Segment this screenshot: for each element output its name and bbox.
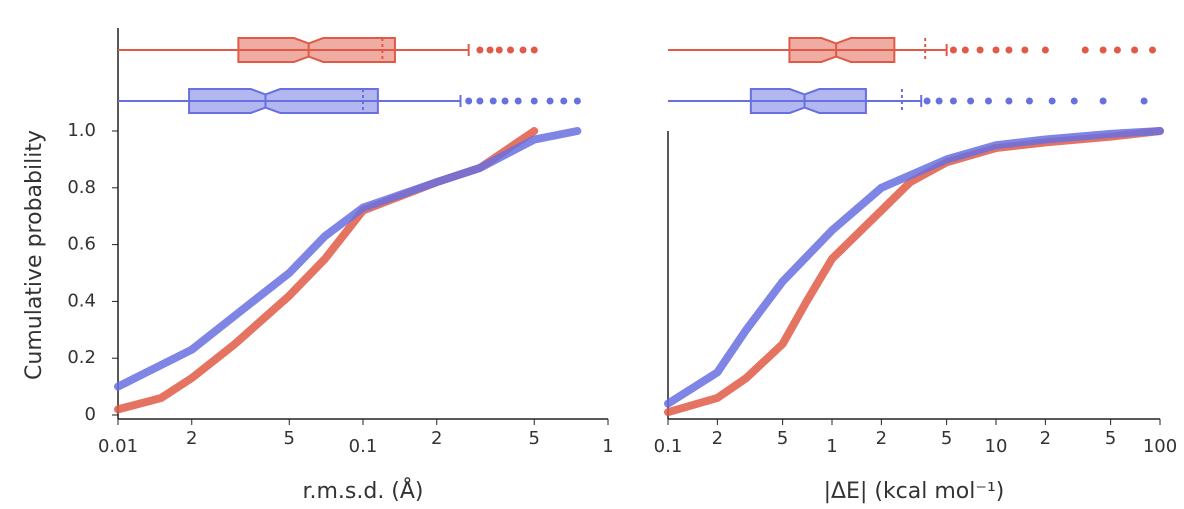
outlier	[1113, 46, 1121, 54]
outlier	[1148, 46, 1156, 54]
y-tick-label: 1.0	[67, 120, 96, 141]
ecdf-line	[664, 127, 1164, 408]
outlier	[1005, 46, 1013, 54]
outlier	[519, 46, 527, 54]
outlier	[486, 46, 494, 54]
y-tick-label: 0	[85, 404, 96, 425]
outlier	[923, 97, 931, 105]
outlier	[560, 97, 568, 105]
box	[749, 88, 867, 114]
outlier	[573, 97, 581, 105]
x-tick-label: 2	[876, 428, 887, 449]
x-tick-label: 2	[186, 428, 197, 449]
outlier	[984, 97, 992, 105]
outlier	[501, 97, 509, 105]
y-tick-label: 0.6	[67, 234, 96, 255]
outlier	[1140, 97, 1148, 105]
outlier	[1048, 97, 1056, 105]
outlier	[495, 46, 503, 54]
outlier	[1025, 97, 1033, 105]
outlier	[476, 46, 484, 54]
outlier	[949, 46, 957, 54]
x-tick-label: 2	[1040, 428, 1051, 449]
x-tick-label: 5	[941, 428, 952, 449]
x-axis-label: |ΔE| (kcal mol⁻¹)	[824, 479, 1005, 504]
outlier	[530, 97, 538, 105]
x-tick-label: 5	[284, 428, 295, 449]
x-tick-label: 0.1	[349, 436, 378, 457]
y-tick-label: 0.4	[67, 290, 96, 311]
outlier	[1099, 97, 1107, 105]
x-tick-label: 10	[985, 436, 1008, 457]
outlier	[465, 97, 473, 105]
x-tick-label: 1	[826, 436, 837, 457]
outlier	[530, 46, 538, 54]
outlier	[1041, 46, 1049, 54]
box	[237, 37, 396, 63]
outlier	[976, 46, 984, 54]
x-tick-label: 0.01	[98, 436, 138, 457]
y-tick-label: 0.8	[67, 177, 96, 198]
outlier	[1131, 46, 1139, 54]
outlier	[514, 97, 522, 105]
x-tick-label: 5	[777, 428, 788, 449]
outlier	[476, 97, 484, 105]
outlier	[949, 97, 957, 105]
y-axis-label: Cumulative probability	[22, 130, 47, 380]
y-tick-label: 0.2	[67, 347, 96, 368]
x-axis-label: r.m.s.d. (Å)	[302, 477, 423, 504]
outlier	[1005, 97, 1013, 105]
outlier	[961, 46, 969, 54]
outlier	[1081, 46, 1089, 54]
outlier	[507, 46, 515, 54]
x-tick-label: 100	[1143, 436, 1177, 457]
outlier	[1070, 97, 1078, 105]
outlier	[546, 97, 554, 105]
x-tick-label: 0.1	[654, 436, 683, 457]
outlier	[489, 97, 497, 105]
x-tick-label: 5	[529, 428, 540, 449]
outlier	[935, 97, 943, 105]
box	[788, 37, 896, 63]
ecdf-line	[114, 127, 582, 391]
box	[188, 88, 379, 114]
x-tick-label: 5	[1105, 428, 1116, 449]
outlier	[1021, 46, 1029, 54]
x-tick-label: 2	[712, 428, 723, 449]
outlier	[992, 46, 1000, 54]
x-tick-label: 2	[431, 428, 442, 449]
outlier	[967, 97, 975, 105]
x-tick-label: 1	[602, 436, 613, 457]
outlier	[1099, 46, 1107, 54]
